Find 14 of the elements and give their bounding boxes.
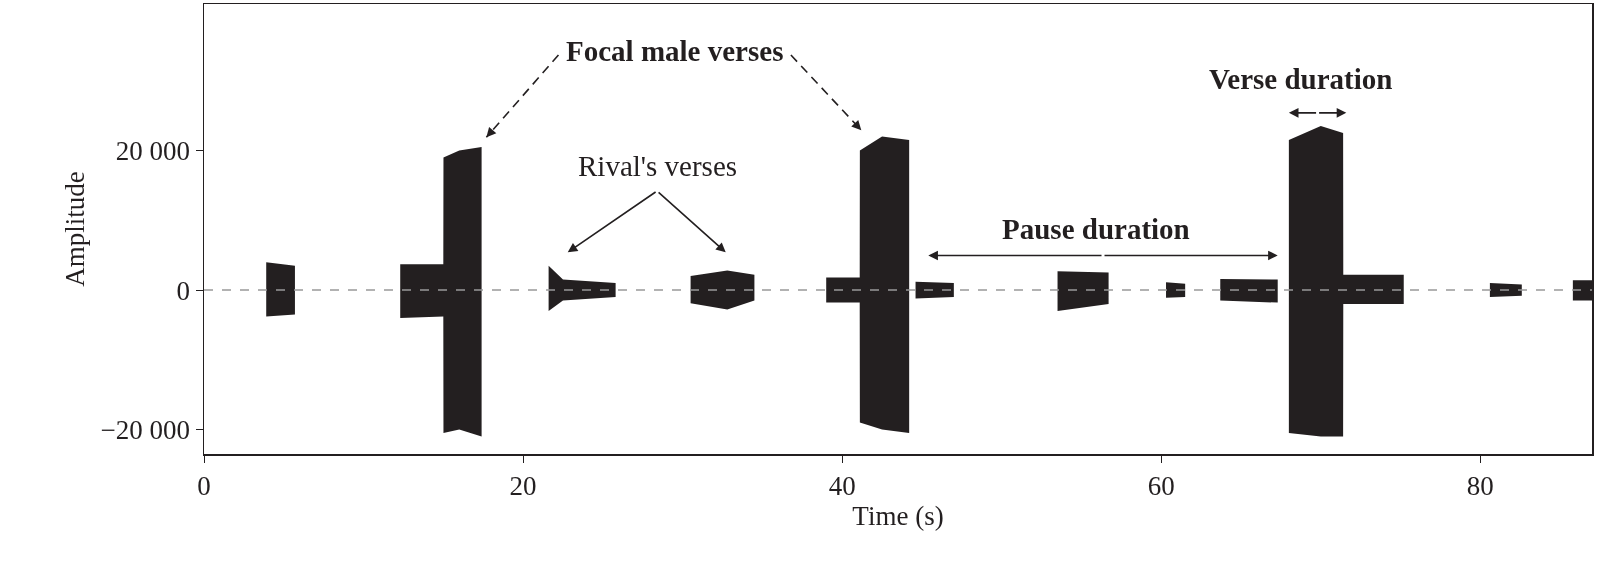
y-tick-label: 0 [176, 275, 191, 306]
y-axis-title: Amplitude [59, 171, 90, 287]
y-tick-label: −20 000 [100, 415, 191, 446]
x-tick-label: 60 [1147, 470, 1175, 501]
annotation: Pause duration [1002, 213, 1190, 245]
y-tick-label: 20 000 [115, 135, 191, 166]
x-tick-label: 20 [509, 470, 537, 501]
annotation: Rival's verses [578, 150, 738, 182]
x-tick-label: 40 [828, 470, 856, 501]
annotation: Focal male verses [566, 35, 784, 67]
annotation: Verse duration [1209, 63, 1393, 95]
x-tick-label: 80 [1466, 470, 1494, 501]
x-axis-title: Time (s) [852, 501, 944, 532]
x-tick-label: 0 [197, 470, 211, 501]
